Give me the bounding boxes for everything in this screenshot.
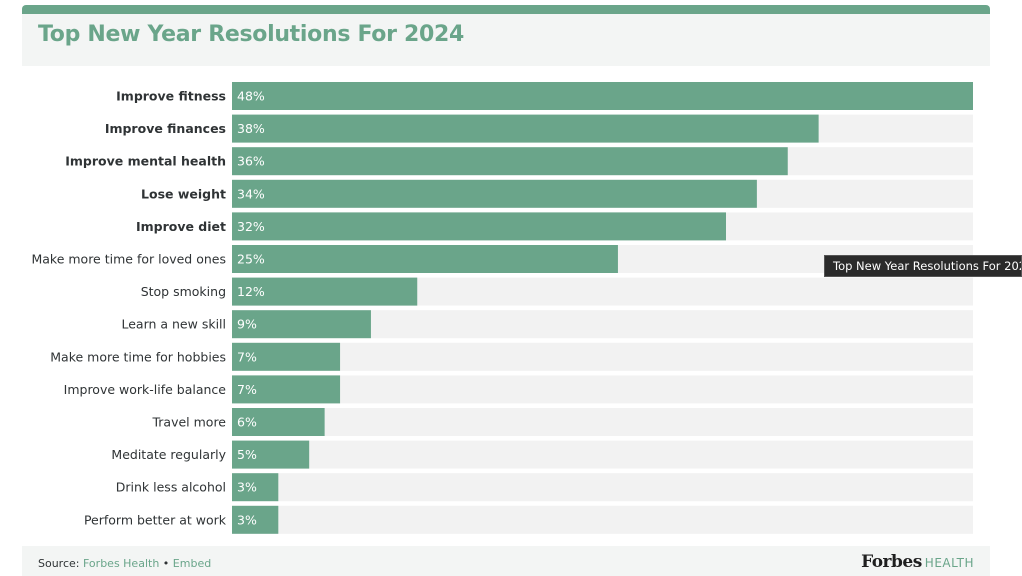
brand-name: Forbes: [861, 552, 922, 572]
value-label-improve-finances: 38%: [237, 121, 265, 136]
category-label-learn-a-new-skill: Learn a new skill: [121, 317, 226, 332]
category-label-drink-less-alcohol: Drink less alcohol: [116, 480, 226, 495]
value-label-improve-work-life-balance: 7%: [237, 382, 257, 397]
source-separator: •: [162, 557, 170, 570]
brand-subtitle: HEALTH: [924, 556, 974, 570]
bar-chart: Improve fitness 48% Improve finances 38% Imp…: [31, 82, 973, 534]
category-label-improve-diet: Improve diet: [136, 219, 226, 234]
category-label-make-more-time-for-hobbies: Make more time for hobbies: [50, 349, 226, 364]
value-label-improve-mental-health: 36%: [237, 154, 265, 169]
bar-improve-work-life-balance[interactable]: [232, 375, 341, 404]
chart-tooltip: Top New Year Resolutions For 2024: [824, 255, 1022, 277]
bar-track-improve-work-life-balance: [232, 375, 973, 404]
category-label-lose-weight: Lose weight: [141, 186, 226, 201]
header-accent-strip: [22, 5, 990, 14]
source-prefix: Source:: [38, 557, 80, 570]
value-label-perform-better-at-work: 3%: [237, 512, 257, 527]
chart-title: Top New Year Resolutions For 2024: [38, 22, 465, 47]
bar-track-perform-better-at-work: [232, 505, 973, 534]
value-label-travel-more: 6%: [237, 415, 257, 430]
bar-stop-smoking[interactable]: [232, 277, 418, 306]
bar-track-travel-more: [232, 408, 973, 436]
bar-improve-fitness[interactable]: [232, 82, 973, 110]
category-label-improve-mental-health: Improve mental health: [65, 154, 226, 169]
source-link[interactable]: Forbes Health: [83, 557, 160, 570]
bar-improve-diet[interactable]: [232, 212, 726, 241]
value-label-meditate-regularly: 5%: [237, 447, 257, 462]
bar-travel-more[interactable]: [232, 408, 325, 436]
bar-track-make-more-time-for-hobbies: [232, 342, 973, 371]
value-label-learn-a-new-skill: 9%: [237, 317, 257, 332]
bar-improve-mental-health[interactable]: [232, 147, 788, 176]
bar-meditate-regularly[interactable]: [232, 440, 310, 469]
category-label-improve-work-life-balance: Improve work-life balance: [64, 382, 227, 397]
brand-logo: Forbes HEALTH: [861, 552, 974, 572]
value-label-stop-smoking: 12%: [237, 284, 265, 299]
chart-footer: Source: Forbes Health • Embed Forbes HEAL…: [22, 546, 990, 576]
chart-header: Top New Year Resolutions For 2024: [22, 14, 990, 66]
bar-perform-better-at-work[interactable]: [232, 505, 279, 534]
bar-track-meditate-regularly: [232, 440, 973, 469]
value-label-improve-fitness: 48%: [237, 89, 265, 104]
bar-make-more-time-for-hobbies[interactable]: [232, 342, 341, 371]
bar-learn-a-new-skill[interactable]: [232, 310, 371, 339]
category-label-travel-more: Travel more: [151, 415, 226, 430]
chart-area: Improve fitness 48% Improve finances 38% Imp…: [0, 78, 1022, 538]
value-label-drink-less-alcohol: 3%: [237, 480, 257, 495]
value-label-improve-diet: 32%: [237, 219, 265, 234]
value-label-make-more-time-for-loved-ones: 25%: [237, 252, 265, 267]
category-label-meditate-regularly: Meditate regularly: [111, 447, 226, 462]
bar-lose-weight[interactable]: [232, 179, 757, 208]
category-label-perform-better-at-work: Perform better at work: [84, 512, 227, 527]
bar-track-drink-less-alcohol: [232, 473, 973, 502]
embed-link[interactable]: Embed: [172, 557, 212, 570]
category-label-improve-finances: Improve finances: [105, 121, 226, 136]
category-label-stop-smoking: Stop smoking: [141, 284, 226, 299]
category-label-make-more-time-for-loved-ones: Make more time for loved ones: [31, 252, 226, 267]
bar-make-more-time-for-loved-ones[interactable]: [232, 245, 618, 273]
value-label-make-more-time-for-hobbies: 7%: [237, 349, 257, 364]
bar-improve-finances[interactable]: [232, 114, 819, 143]
bar-drink-less-alcohol[interactable]: [232, 473, 279, 502]
category-label-improve-fitness: Improve fitness: [116, 89, 226, 104]
source-line: Source: Forbes Health • Embed: [38, 557, 211, 570]
value-label-lose-weight: 34%: [237, 186, 265, 201]
